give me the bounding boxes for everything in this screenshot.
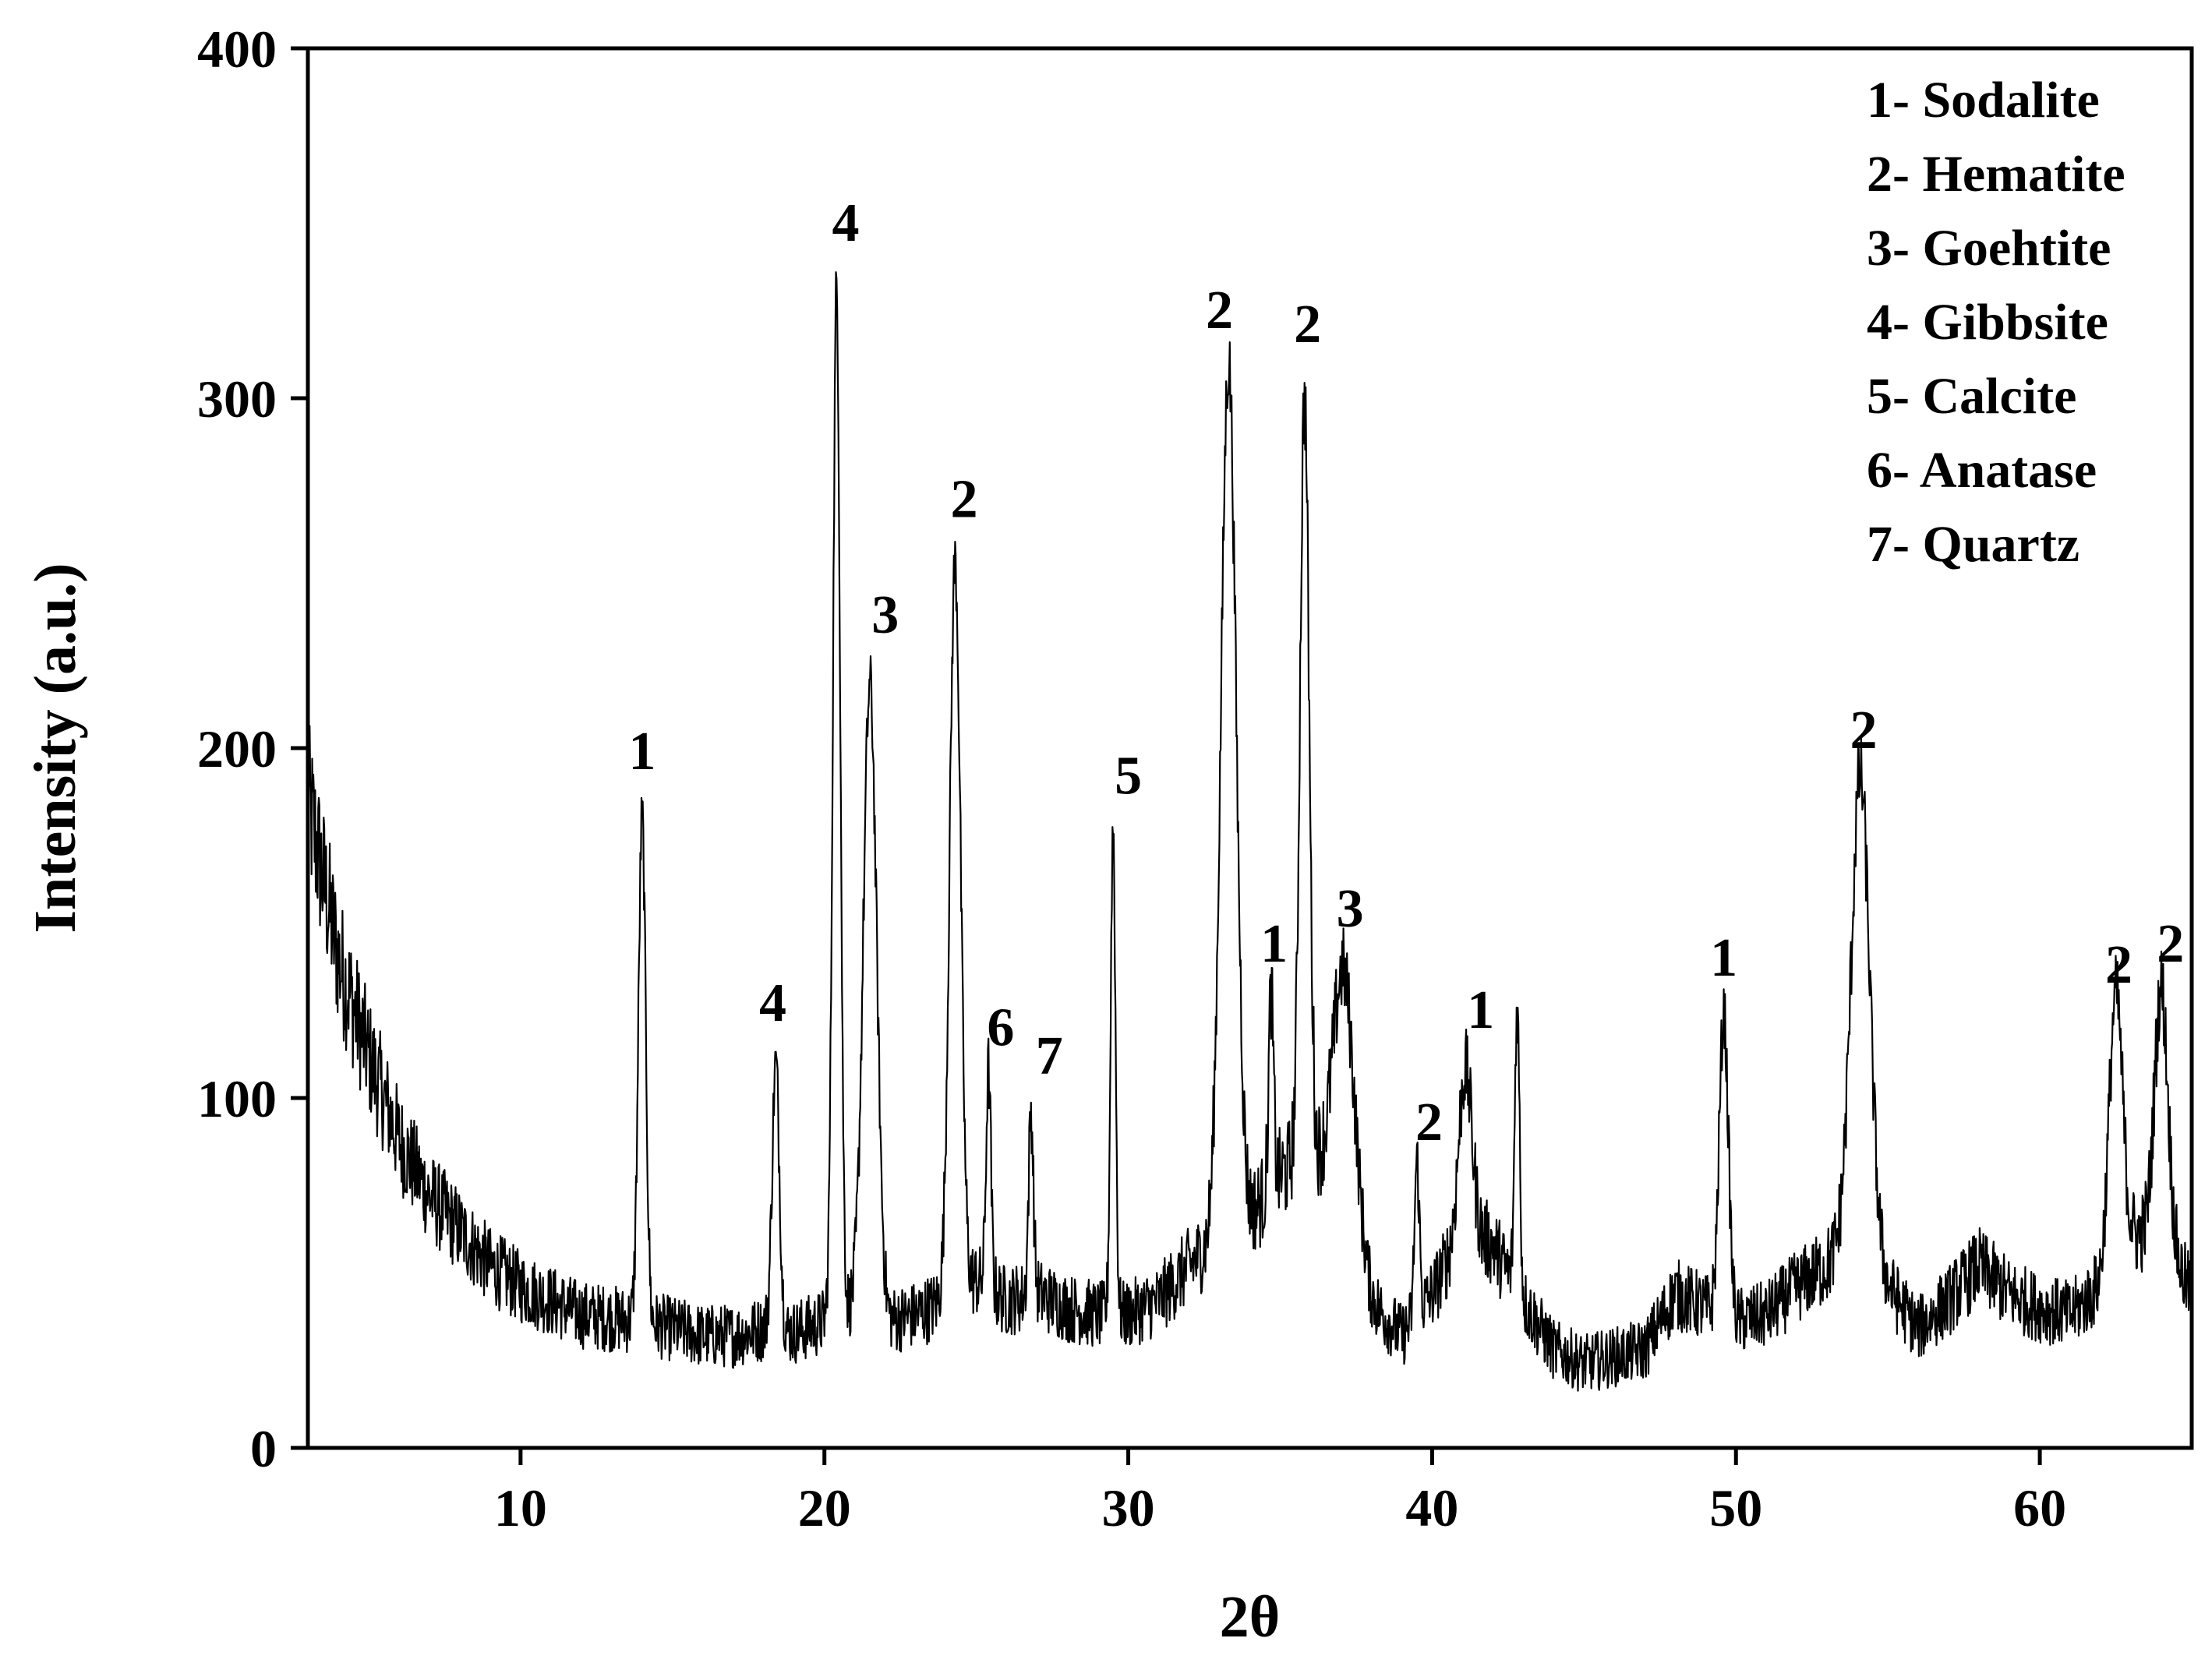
- peak-label: 1: [1710, 928, 1737, 988]
- peak-label: 2: [2157, 914, 2184, 974]
- legend-entry: 5- Calcite: [1867, 368, 2076, 425]
- xrd-pattern-line: [306, 271, 2193, 1392]
- peak-label: 2: [1415, 1093, 1443, 1153]
- peak-label: 4: [759, 973, 786, 1033]
- y-tick-label: 100: [197, 1069, 277, 1128]
- peak-label: 4: [832, 193, 860, 253]
- peak-label: 2: [1294, 295, 1321, 355]
- peak-label: 1: [1260, 914, 1288, 974]
- axis-ticks: 10 20 30 40 50 60 0 100 200 300 400: [197, 19, 2066, 1538]
- x-tick-label: 30: [1102, 1478, 1155, 1538]
- y-tick-label: 300: [197, 369, 277, 429]
- x-tick-label: 20: [798, 1478, 851, 1538]
- x-tick-label: 40: [1405, 1478, 1458, 1538]
- peak-label: 5: [1115, 746, 1142, 806]
- legend-entry: 1- Sodalite: [1867, 72, 2100, 129]
- legend-entry: 7- Quartz: [1867, 516, 2079, 573]
- y-tick-label: 400: [197, 19, 277, 79]
- x-axis-title: 2θ: [1220, 1584, 1281, 1650]
- peak-label: 2: [951, 470, 978, 530]
- peak-label: 6: [987, 998, 1014, 1058]
- y-tick-label: 200: [197, 719, 277, 778]
- x-tick-label: 60: [2013, 1478, 2066, 1538]
- series-layer: [306, 271, 2193, 1392]
- peak-label: 1: [628, 722, 655, 782]
- legend: 1- Sodalite 2- Hematite 3- Goehtite 4- Gibb…: [1867, 72, 2125, 573]
- legend-entry: 2- Hematite: [1867, 146, 2125, 203]
- legend-entry: 4- Gibbsite: [1867, 294, 2108, 351]
- x-tick-label: 10: [494, 1478, 547, 1538]
- y-tick-label: 0: [250, 1419, 277, 1478]
- y-axis-title: Intensity (a.u.): [23, 563, 88, 933]
- plot-area-frame: [306, 46, 2194, 1450]
- peak-label: 3: [1337, 879, 1364, 939]
- peak-label: 2: [2105, 935, 2132, 995]
- x-tick-label: 50: [1709, 1478, 1762, 1538]
- peak-label: 2: [1850, 701, 1877, 761]
- peak-label: 7: [1036, 1026, 1063, 1086]
- peak-label: 3: [871, 585, 899, 645]
- peak-label: 1: [1467, 980, 1494, 1040]
- legend-entry: 3- Goehtite: [1867, 220, 2111, 277]
- peak-label: 2: [1206, 281, 1233, 341]
- legend-entry: 6- Anatase: [1867, 442, 2097, 499]
